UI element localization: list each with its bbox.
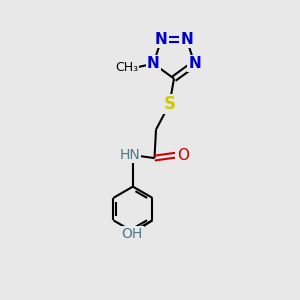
Text: S: S (164, 95, 175, 113)
Text: N: N (180, 32, 193, 47)
Text: O: O (177, 148, 189, 163)
Text: CH₃: CH₃ (115, 61, 138, 74)
Text: OH: OH (122, 227, 143, 242)
Text: HN: HN (119, 148, 140, 162)
Text: N: N (147, 56, 160, 71)
Text: N: N (155, 32, 168, 47)
Text: N: N (188, 56, 201, 71)
